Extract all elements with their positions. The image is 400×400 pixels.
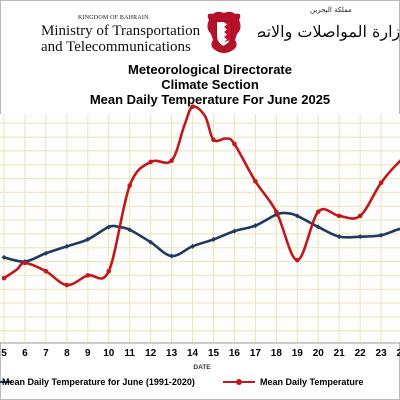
- x-tick-label: 12: [145, 348, 157, 359]
- x-tick-label: 22: [355, 348, 367, 359]
- x-axis-ticks: 5 6 7 8 9 10 11 12 13 14 15 16 17 18 19 20 21 22 23 24: [1, 348, 400, 359]
- x-tick-label: 18: [271, 348, 283, 359]
- data-point-normal: [378, 232, 384, 238]
- data-point-2025: [253, 179, 258, 184]
- bahrain-emblem-icon: [207, 11, 241, 53]
- x-tick-label: 17: [250, 348, 262, 359]
- x-tick-label: 8: [64, 348, 70, 359]
- x-tick-label: 14: [187, 348, 199, 359]
- data-point-2025: [106, 268, 112, 274]
- x-tick-label: 6: [22, 348, 28, 359]
- data-point-normal: [315, 224, 321, 230]
- data-point-2025: [43, 268, 49, 274]
- data-point-2025: [274, 209, 279, 215]
- data-point-2025: [357, 213, 363, 219]
- data-point-2025: [190, 104, 195, 109]
- legend-marker-normal: [0, 381, 12, 383]
- x-tick-label: 24: [396, 348, 400, 359]
- data-point-2025: [295, 257, 300, 263]
- data-point-normal: [64, 243, 70, 249]
- data-point-2025: [169, 158, 174, 163]
- arabic-ministry-name: وزارة المواصلات والاتصالات: [258, 22, 400, 41]
- data-point-2025: [232, 141, 237, 147]
- data-point-2025: [22, 260, 28, 266]
- x-axis-label: DATE: [193, 364, 211, 371]
- x-tick-label: 11: [124, 348, 135, 359]
- chart-subtitle: Climate Section: [161, 77, 259, 92]
- data-point-normal: [85, 236, 91, 242]
- data-point-normal: [106, 224, 112, 230]
- data-point-normal: [148, 239, 154, 245]
- x-tick-label: 19: [292, 348, 304, 359]
- data-point-2025: [378, 180, 384, 186]
- x-tick-label: 13: [166, 348, 178, 359]
- data-point-2025: [1, 275, 7, 281]
- chart-grid: [0, 114, 400, 344]
- data-point-2025: [127, 183, 132, 188]
- ministry-header: KINGDOM OF BAHRAIN Ministry of Transport…: [0, 0, 400, 56]
- data-point-normal: [1, 254, 7, 260]
- ministry-name-line1: Ministry of Transportation: [41, 23, 201, 39]
- data-point-2025: [64, 282, 70, 288]
- data-point-normal: [169, 253, 175, 259]
- data-point-2025: [211, 137, 216, 143]
- data-point-normal: [294, 213, 300, 219]
- data-point-2025: [315, 209, 321, 215]
- chart-subtitle-2: Mean Daily Temperature For June 2025: [89, 92, 331, 107]
- x-tick-label: 15: [208, 348, 220, 359]
- kingdom-label: KINGDOM OF BAHRAIN: [78, 15, 149, 21]
- x-tick-label: 5: [1, 348, 7, 359]
- chart-title: Meteorological Directorate: [128, 62, 292, 77]
- x-tick-label: 7: [43, 348, 49, 359]
- arabic-kingdom-label: مملكة البحرين: [310, 6, 352, 14]
- ministry-name-line2: and Telecommunications: [41, 39, 191, 55]
- data-point-normal: [231, 228, 237, 234]
- legend-label-2025: Mean Daily Temperature: [260, 377, 364, 387]
- x-tick-label: 20: [313, 348, 325, 359]
- data-point-normal: [43, 250, 49, 256]
- data-point-normal: [211, 236, 216, 242]
- data-point-normal: [252, 223, 258, 229]
- data-point-normal: [127, 227, 133, 233]
- data-point-normal: [190, 243, 196, 249]
- x-tick-label: 23: [376, 348, 388, 359]
- data-point-2025: [85, 273, 91, 278]
- data-point-normal: [357, 234, 363, 240]
- data-point-2025: [148, 159, 153, 165]
- legend-marker-2025: [223, 379, 255, 385]
- x-tick-label: 10: [103, 348, 115, 359]
- x-tick-label: 21: [334, 348, 346, 359]
- x-tick-label: 9: [85, 348, 91, 359]
- data-point-normal: [336, 234, 342, 240]
- data-point-2025: [336, 213, 342, 219]
- chart-series: [1, 104, 400, 288]
- legend: Mean Daily Temperature for June (1991-20…: [0, 371, 400, 393]
- legend-label-normal: Mean Daily Temperature for June (1991-20…: [2, 377, 195, 387]
- x-tick-label: 16: [229, 348, 241, 359]
